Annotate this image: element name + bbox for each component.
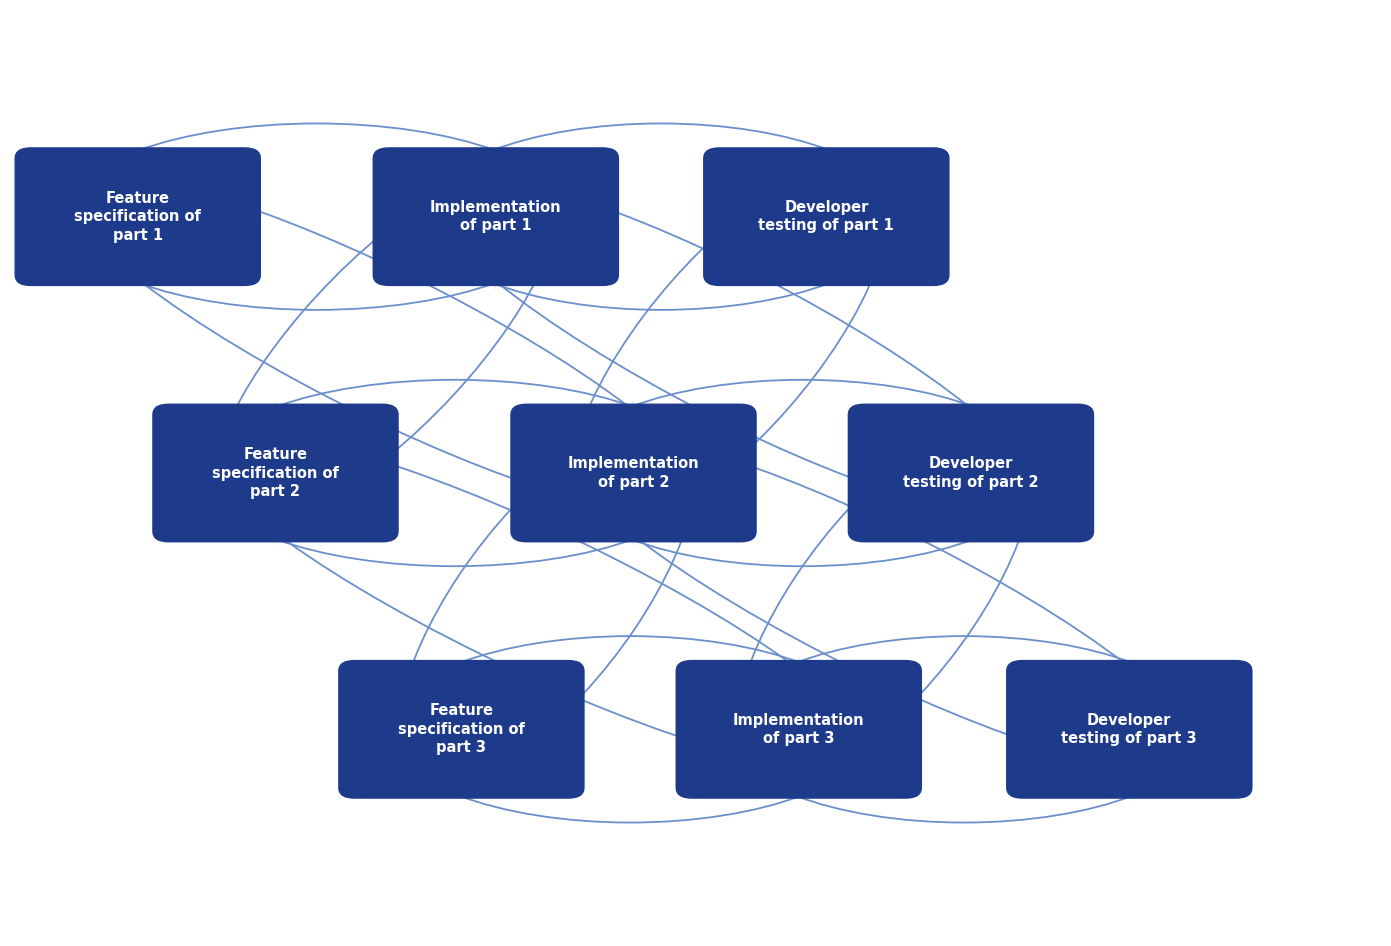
Text: Developer
testing of part 3: Developer testing of part 3 bbox=[1061, 712, 1198, 746]
Text: Feature
specification of
part 3: Feature specification of part 3 bbox=[398, 703, 524, 756]
FancyBboxPatch shape bbox=[373, 148, 619, 286]
FancyBboxPatch shape bbox=[14, 148, 262, 286]
Text: Feature
specification of
part 1: Feature specification of part 1 bbox=[74, 190, 202, 243]
FancyBboxPatch shape bbox=[847, 404, 1095, 542]
Text: Developer
testing of part 1: Developer testing of part 1 bbox=[758, 200, 894, 234]
FancyBboxPatch shape bbox=[338, 660, 584, 798]
Text: Implementation
of part 2: Implementation of part 2 bbox=[568, 456, 700, 490]
Text: Implementation
of part 1: Implementation of part 1 bbox=[430, 200, 562, 234]
FancyBboxPatch shape bbox=[676, 660, 922, 798]
Text: Developer
testing of part 2: Developer testing of part 2 bbox=[903, 456, 1039, 490]
FancyBboxPatch shape bbox=[702, 148, 950, 286]
FancyBboxPatch shape bbox=[152, 404, 399, 542]
FancyBboxPatch shape bbox=[510, 404, 757, 542]
FancyBboxPatch shape bbox=[1006, 660, 1252, 798]
Text: Feature
specification of
part 2: Feature specification of part 2 bbox=[211, 447, 339, 499]
Text: Implementation
of part 3: Implementation of part 3 bbox=[733, 712, 865, 746]
